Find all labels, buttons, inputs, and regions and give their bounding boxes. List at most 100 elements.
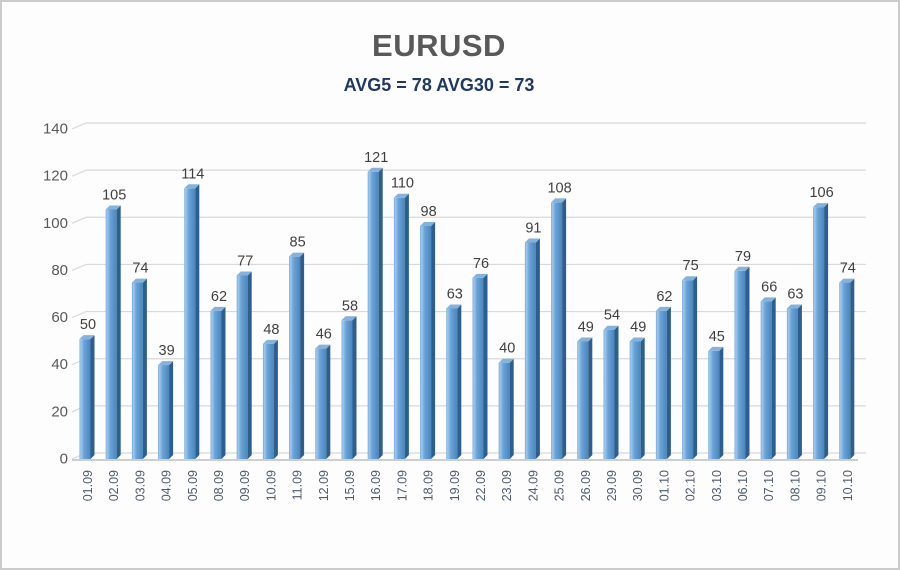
bar: [446, 308, 458, 459]
bar-value-label: 110: [391, 176, 414, 192]
bar-value-label: 46: [316, 327, 332, 343]
bar-side: [221, 306, 226, 459]
bar-side: [745, 266, 750, 459]
x-axis-label: 09.10: [815, 470, 829, 501]
y-axis-label: 20: [51, 403, 68, 420]
x-axis-label: 25.09: [553, 470, 567, 501]
bar-side: [797, 304, 802, 459]
bar-value-label: 63: [787, 287, 803, 303]
gridline: [71, 122, 866, 130]
bar: [577, 341, 589, 459]
bar: [551, 202, 563, 459]
bar-value-label: 74: [840, 261, 856, 277]
bar-cap: [262, 339, 278, 344]
bar: [367, 171, 379, 460]
bar-value-label: 105: [102, 188, 126, 204]
bar-value-label: 39: [159, 343, 175, 359]
bar: [472, 277, 484, 459]
bar-cap: [105, 205, 121, 210]
gridline: [71, 263, 866, 271]
bar-value-label: 114: [181, 166, 204, 182]
bar: [498, 362, 510, 459]
bar-value-label: 40: [499, 341, 515, 357]
x-axis-label: 23.09: [500, 470, 514, 501]
bar-value-label: 75: [683, 258, 699, 274]
bar-cap: [682, 276, 698, 281]
x-axis-label: 18.09: [422, 470, 436, 501]
x-axis-label: 24.09: [526, 470, 540, 501]
bar-value-label: 63: [447, 287, 463, 303]
bar-cap: [184, 184, 200, 189]
bar-side: [404, 193, 409, 459]
y-axis-label: 80: [51, 262, 68, 279]
x-axis-label: 01.09: [81, 470, 95, 501]
x-axis-label: 29.09: [605, 470, 619, 501]
bar-side: [169, 361, 174, 459]
bar: [131, 282, 143, 459]
bar: [184, 188, 196, 460]
bar: [393, 197, 405, 459]
x-axis-label: 12.09: [317, 470, 331, 501]
bar: [786, 308, 798, 459]
y-axis-label: 60: [51, 309, 68, 326]
bar-cap: [446, 304, 462, 309]
bar-cap: [655, 306, 671, 311]
bar-cap: [315, 344, 331, 349]
bar: [655, 310, 667, 459]
y-axis-label: 140: [43, 121, 68, 138]
bar-cap: [708, 346, 724, 351]
x-axis-label: 26.09: [579, 470, 593, 501]
y-axis-label: 120: [43, 168, 68, 185]
x-axis-label: 09.09: [238, 470, 252, 501]
bar: [341, 320, 353, 459]
bar-side: [719, 346, 724, 459]
x-axis-label: 30.09: [631, 470, 645, 501]
bar-value-label: 98: [421, 204, 437, 220]
bar-cap: [158, 361, 174, 366]
bar-side: [431, 222, 436, 459]
bar: [158, 365, 170, 459]
bar-value-label: 54: [604, 308, 620, 324]
bar-cap: [472, 273, 488, 278]
x-axis-label: 08.10: [788, 470, 802, 501]
bar-cap: [524, 238, 540, 243]
bar: [760, 301, 772, 459]
bar: [289, 256, 301, 459]
x-axis-label: 01.10: [657, 470, 671, 501]
bar-cap: [79, 335, 95, 340]
bar-value-label: 49: [578, 320, 594, 336]
bar: [210, 310, 222, 459]
bar-cap: [393, 193, 409, 198]
bar-side: [195, 184, 200, 460]
bar: [315, 348, 327, 459]
x-axis-label: 22.09: [474, 470, 488, 501]
bar: [524, 242, 536, 459]
bar-value-label: 77: [237, 254, 253, 270]
x-axis-label: 10.09: [264, 470, 278, 501]
bar-cap: [131, 278, 147, 283]
bar-cap: [367, 167, 383, 172]
bar: [79, 339, 91, 459]
x-axis-label: 11.09: [291, 470, 305, 500]
bar-side: [90, 335, 95, 459]
bar-value-label: 85: [290, 235, 306, 251]
gridline: [71, 216, 866, 224]
x-axis-label: 02.10: [684, 470, 698, 501]
bar-value-label: 106: [809, 185, 833, 201]
x-axis-label: 02.09: [107, 470, 121, 501]
bar-value-label: 49: [630, 320, 646, 336]
bar-side: [378, 167, 383, 460]
bar: [420, 226, 432, 459]
gridline: [71, 169, 866, 177]
bar-cap: [551, 198, 567, 203]
bar-cap: [420, 222, 436, 226]
bar-cap: [629, 337, 645, 342]
x-axis-label: 06.10: [736, 470, 750, 501]
bar-side: [116, 205, 121, 459]
x-axis-label: 03.10: [710, 470, 724, 501]
bar-side: [535, 238, 540, 459]
bar-value-label: 74: [132, 261, 148, 277]
bar-side: [614, 325, 619, 459]
bar-value-label: 62: [211, 289, 227, 305]
